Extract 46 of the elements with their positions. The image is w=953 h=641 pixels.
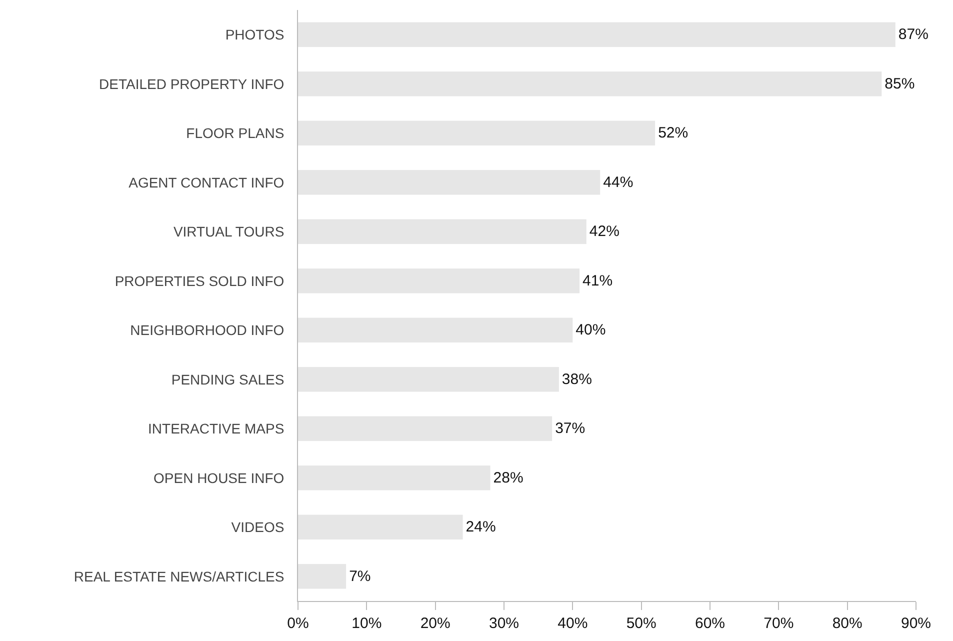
bar	[298, 318, 573, 342]
data-label: 7%	[349, 568, 371, 585]
y-tick-label: VIRTUAL TOURS	[173, 224, 284, 240]
data-label: 42%	[589, 223, 620, 240]
bar	[298, 564, 346, 589]
bar	[298, 416, 552, 441]
x-tick-label: 50%	[626, 615, 656, 632]
data-label: 37%	[555, 420, 586, 438]
bar	[298, 514, 463, 540]
bar	[298, 367, 559, 392]
data-label: 85%	[884, 75, 915, 92]
data-label: 52%	[658, 124, 688, 142]
x-tick-label: 60%	[694, 615, 726, 632]
bar	[298, 170, 600, 195]
y-tick-label: FLOOR PLANS	[186, 125, 284, 142]
data-label: 87%	[898, 26, 928, 44]
bar	[298, 22, 896, 47]
y-tick-label: NEIGHBORHOOD INFO	[130, 322, 284, 338]
x-tick-label: 80%	[832, 615, 862, 632]
bar	[298, 120, 656, 146]
x-tick-label: 10%	[352, 615, 382, 632]
data-label: 24%	[466, 518, 496, 536]
data-label: 41%	[582, 272, 613, 290]
y-tick-label: REAL ESTATE NEWS/ARTICLES	[74, 568, 284, 584]
bar	[298, 268, 580, 294]
data-label: 28%	[493, 469, 524, 486]
data-label: 44%	[603, 174, 634, 191]
y-tick-label: VIDEOS	[231, 519, 284, 536]
data-label: 38%	[562, 370, 592, 388]
x-tick-label: 40%	[558, 615, 588, 632]
data-label: 40%	[576, 322, 606, 339]
bar	[298, 219, 586, 244]
bar	[298, 466, 490, 490]
bar	[298, 72, 882, 96]
x-tick-label: 90%	[900, 615, 932, 632]
y-tick-label: INTERACTIVE MAPS	[148, 420, 284, 437]
y-tick-label: OPEN HOUSE INFO	[154, 470, 284, 486]
y-tick-label: DETAILED PROPERTY INFO	[99, 76, 284, 92]
x-tick-label: 20%	[420, 615, 450, 632]
x-tick-label: 0%	[287, 615, 309, 632]
y-tick-label: PENDING SALES	[171, 371, 284, 388]
y-tick-label: PROPERTIES SOLD INFO	[114, 272, 284, 289]
x-tick-label: 30%	[488, 615, 520, 632]
y-tick-label: PHOTOS	[225, 26, 284, 43]
y-tick-label: AGENT CONTACT INFO	[128, 174, 284, 190]
x-tick-label: 70%	[764, 615, 794, 632]
